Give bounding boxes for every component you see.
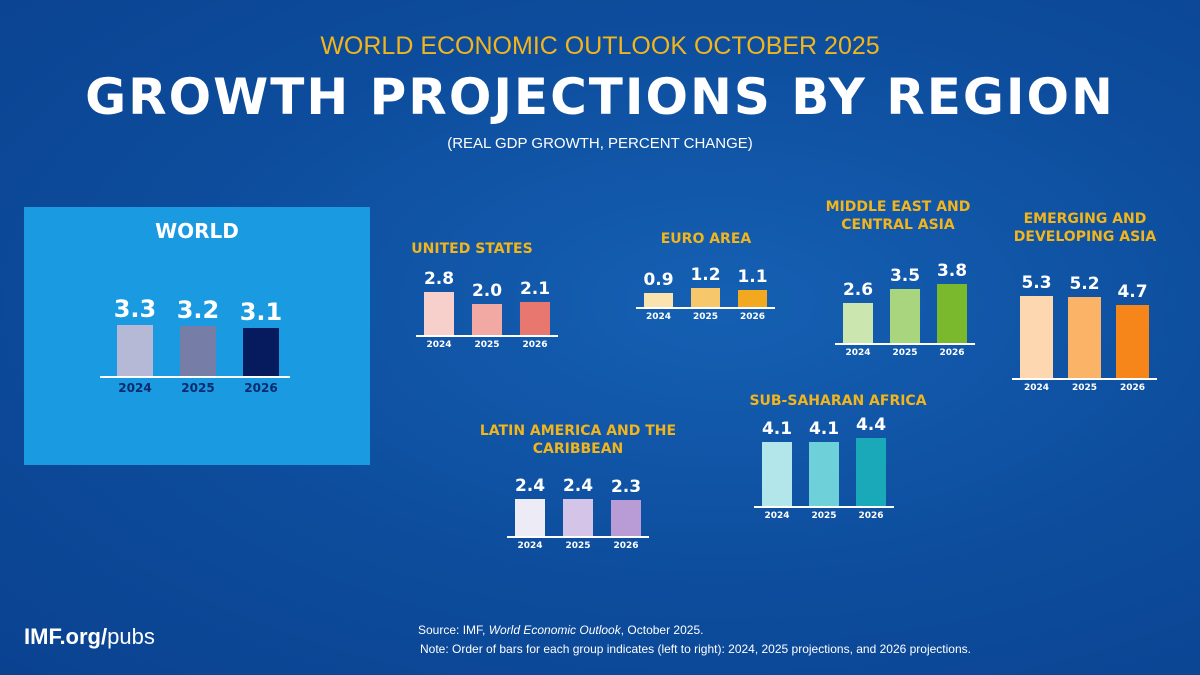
bar-2024: [644, 293, 673, 307]
axis-line: [636, 307, 775, 309]
data-label: 2.4: [514, 475, 546, 496]
group-title: LATIN AMERICA AND THE CARIBBEAN: [479, 423, 677, 457]
tick-label: 2025: [181, 381, 215, 395]
bar-2026: [738, 289, 767, 307]
brand-bold: IMF.org/: [24, 624, 108, 649]
group-title: MIDDLE EAST AND CENTRAL ASIA: [825, 199, 971, 233]
data-label: 2.1: [519, 279, 551, 300]
bar-2026: [611, 500, 641, 536]
tick-label: 2025: [692, 312, 719, 322]
axis-line: [100, 376, 290, 378]
tick-label: 2026: [522, 340, 548, 350]
bar-2024: [1020, 295, 1053, 378]
tick-label: 2024: [118, 381, 152, 395]
footnote: Note: Order of bars for each group indic…: [420, 642, 971, 656]
tick-label: 2026: [244, 381, 278, 395]
bar-2026: [937, 284, 967, 343]
bar-2025: [1068, 297, 1101, 378]
data-label: 3.5: [889, 265, 921, 286]
axis-line: [835, 343, 975, 345]
data-label: 3.3: [113, 294, 157, 323]
data-label: 1.1: [737, 266, 768, 287]
group-title: SUB-SAHARAN AFRICA: [749, 393, 927, 409]
data-label: 5.2: [1069, 274, 1100, 295]
data-label: 2.3: [610, 477, 642, 498]
page-title: GROWTH PROJECTIONS BY REGION: [85, 68, 1115, 126]
data-label: 3.2: [176, 296, 220, 325]
source-suffix: , October 2025.: [620, 623, 704, 637]
data-label: 4.7: [1117, 282, 1148, 303]
tick-label: 2025: [892, 348, 918, 358]
bar-2025: [809, 442, 839, 506]
bar-2024: [424, 291, 454, 335]
axis-line: [416, 335, 558, 337]
tick-label: 2026: [939, 348, 965, 358]
tick-label: 2024: [426, 340, 452, 350]
tick-label: 2025: [474, 340, 500, 350]
supertitle: WORLD ECONOMIC OUTLOOK OCTOBER 2025: [320, 32, 880, 60]
data-label: 2.8: [423, 268, 455, 289]
data-label: 3.1: [239, 297, 283, 326]
data-label: 3.8: [936, 261, 968, 282]
data-label: 4.4: [855, 414, 887, 435]
bar-2026: [520, 302, 550, 335]
tick-label: 2025: [811, 511, 837, 521]
data-label: 2.4: [562, 475, 594, 496]
tick-label: 2026: [739, 312, 766, 322]
data-label: 0.9: [643, 270, 674, 291]
tick-label: 2024: [517, 541, 543, 551]
data-label: 2.0: [471, 281, 503, 301]
bar-2025: [890, 288, 920, 343]
source-prefix: Source: IMF,: [418, 623, 489, 637]
data-label: 5.3: [1021, 272, 1052, 293]
group-title: UNITED STATES: [411, 241, 533, 257]
bar-2024: [843, 302, 873, 343]
tick-label: 2026: [1119, 383, 1146, 393]
tick-label: 2025: [565, 541, 591, 551]
source-note: Source: IMF, World Economic Outlook, Oct…: [418, 623, 703, 637]
tick-label: 2026: [858, 511, 884, 521]
bar-2025: [563, 498, 593, 536]
group-title: EURO AREA: [660, 231, 752, 247]
bar-2026: [1116, 305, 1149, 378]
brand-light: pubs: [107, 624, 155, 649]
tick-label: 2026: [613, 541, 639, 551]
tick-label: 2024: [1023, 383, 1050, 393]
source-italic: World Economic Outlook: [488, 623, 621, 637]
bar-2024: [117, 324, 153, 376]
bar-2025: [180, 326, 216, 376]
bar-2025: [691, 288, 720, 307]
axis-line: [507, 536, 649, 538]
bar-2024: [515, 498, 545, 536]
group-title: EMERGING AND DEVELOPING ASIA: [1013, 211, 1157, 245]
bar-2026: [856, 437, 886, 506]
tick-label: 2024: [764, 511, 790, 521]
group-title: WORLD: [155, 219, 239, 243]
data-label: 4.1: [761, 419, 793, 440]
tick-label: 2024: [845, 348, 871, 358]
data-label: 2.6: [842, 279, 874, 300]
axis-line: [754, 506, 894, 508]
bar-2024: [762, 442, 792, 506]
subtitle: (REAL GDP GROWTH, PERCENT CHANGE): [447, 135, 753, 152]
axis-line: [1012, 378, 1157, 380]
bar-2026: [243, 327, 279, 376]
imf-brand[interactable]: IMF.org/pubs: [24, 624, 155, 650]
tick-label: 2025: [1071, 383, 1098, 393]
tick-label: 2024: [645, 312, 672, 322]
bar-2025: [472, 304, 502, 335]
data-label: 4.1: [808, 419, 840, 440]
data-label: 1.2: [690, 265, 721, 286]
